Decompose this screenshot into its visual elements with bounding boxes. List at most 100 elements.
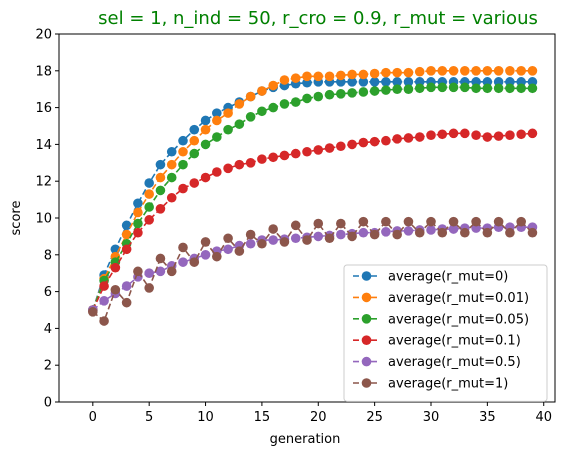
data-point — [381, 216, 391, 227]
data-point — [403, 84, 414, 94]
data-point — [245, 91, 256, 102]
data-point — [99, 316, 109, 326]
data-point — [144, 215, 154, 225]
data-point — [392, 84, 402, 94]
data-point — [257, 154, 267, 164]
data-point — [358, 216, 369, 227]
data-point — [234, 99, 245, 109]
data-point — [358, 137, 369, 148]
data-point — [133, 266, 143, 277]
data-point — [336, 218, 346, 229]
data-point — [212, 115, 222, 126]
data-point — [133, 207, 143, 218]
data-point — [189, 257, 200, 267]
y-tick-label: 10 — [35, 212, 52, 227]
data-point — [527, 83, 538, 94]
data-point — [324, 143, 335, 153]
data-point — [279, 150, 290, 161]
data-point — [121, 244, 132, 255]
series-average(r_mut=0.05) — [88, 82, 538, 315]
data-point — [460, 66, 470, 76]
data-point — [381, 85, 391, 95]
data-point — [392, 134, 402, 144]
data-point — [516, 129, 526, 140]
data-point — [358, 69, 369, 80]
data-point — [313, 71, 324, 82]
data-point — [403, 216, 414, 227]
data-point — [200, 250, 211, 260]
data-point — [527, 128, 538, 139]
data-point — [426, 216, 436, 227]
data-point — [358, 87, 369, 97]
y-tick-label: 8 — [44, 248, 52, 263]
x-tick-label: 0 — [89, 410, 97, 425]
data-point — [347, 69, 357, 80]
data-point — [505, 227, 515, 238]
data-point — [268, 152, 278, 163]
data-point — [155, 266, 166, 277]
legend-label: average(r_mut=1) — [388, 377, 508, 392]
legend-marker — [361, 292, 372, 303]
x-tick-label: 40 — [535, 410, 552, 425]
data-point — [223, 233, 233, 244]
data-point — [178, 135, 188, 146]
legend-label: average(r_mut=0.01) — [388, 291, 529, 306]
data-point — [178, 159, 188, 170]
data-point — [392, 77, 402, 87]
legend-item: average(r_mut=0) — [353, 270, 508, 285]
data-point — [369, 229, 380, 240]
data-point — [448, 66, 459, 76]
data-point — [324, 233, 335, 244]
data-point — [302, 93, 312, 104]
x-tick-label: 10 — [197, 410, 214, 425]
data-point — [144, 189, 154, 199]
x-tick-label: 20 — [310, 410, 327, 425]
data-point — [144, 178, 154, 188]
data-point — [212, 167, 222, 177]
data-point — [223, 108, 233, 118]
data-point — [302, 235, 312, 245]
data-point — [313, 231, 324, 242]
data-point — [302, 71, 312, 82]
data-point — [155, 253, 166, 264]
series-line — [92, 220, 534, 323]
legend-item: average(r_mut=0.05) — [353, 312, 529, 327]
data-point — [336, 141, 346, 152]
data-point — [268, 102, 278, 113]
data-point — [403, 77, 414, 87]
data-point — [414, 227, 425, 238]
data-point — [234, 119, 245, 129]
series-layer — [88, 66, 538, 326]
data-point — [99, 281, 109, 291]
data-point — [358, 77, 369, 87]
data-point — [505, 66, 515, 76]
data-point — [133, 218, 143, 229]
series-average(r_mut=0.1) — [88, 128, 538, 315]
x-tick-label: 15 — [254, 410, 271, 425]
y-tick-label: 0 — [44, 396, 52, 411]
legend: average(r_mut=0) average(r_mut=0.01)avera… — [343, 264, 548, 402]
data-point — [527, 227, 538, 238]
data-point — [223, 163, 233, 174]
data-point — [223, 124, 233, 135]
data-point — [471, 83, 481, 94]
data-point — [437, 129, 448, 140]
series-line — [92, 132, 533, 311]
data-point — [234, 159, 245, 170]
y-tick-label: 16 — [35, 101, 52, 116]
series-average(r_mut=0.01) — [88, 66, 538, 315]
data-point — [290, 233, 301, 244]
data-point — [482, 132, 493, 142]
data-point — [200, 124, 211, 135]
data-point — [155, 185, 166, 196]
data-point — [313, 91, 324, 102]
data-point — [324, 71, 335, 82]
data-point — [448, 82, 459, 93]
data-point — [166, 172, 177, 183]
series-line — [92, 86, 533, 311]
y-tick-label: 18 — [35, 64, 52, 79]
data-point — [471, 216, 481, 227]
data-point — [189, 124, 200, 135]
data-point — [99, 296, 109, 306]
data-point — [369, 136, 380, 147]
